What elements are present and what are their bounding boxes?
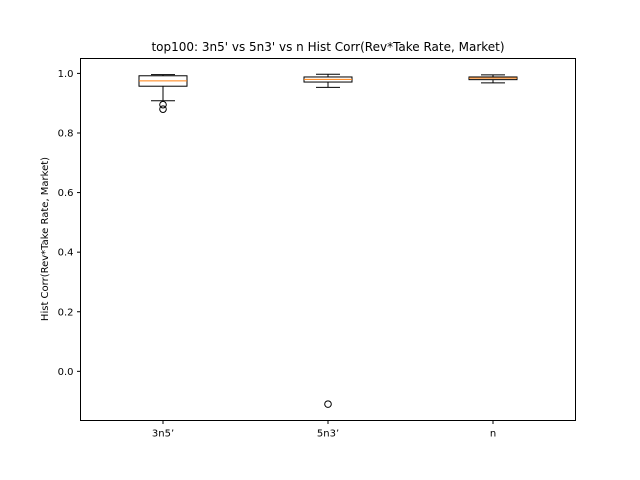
x-tick-label: 5n3’ [317,429,339,440]
axes-frame [80,58,576,421]
box-1-outlier [159,105,167,113]
y-tick-label: 1.0 [58,69,74,80]
plot-area: 0.0 0.2 0.4 0.6 0.8 1.0 3n5’ 5n3’ n [58,69,518,440]
y-tick-label: 0.6 [58,188,74,199]
y-tick-label: 0.8 [58,128,74,139]
y-tick-label: 0.0 [58,367,74,378]
y-axis-label: Hist Corr(Rev*Take Rate, Market) [40,157,51,321]
box-2-outlier [324,400,332,408]
x-tick-label: n [490,429,496,440]
box-1-outlier [159,100,167,109]
x-tick-label: 3n5’ [152,429,174,440]
chart-title: top100: 3n5' vs 5n3' vs n Hist Corr(Rev*… [151,40,504,54]
y-tick-label: 0.4 [58,248,74,259]
y-tick-label: 0.2 [58,307,74,318]
